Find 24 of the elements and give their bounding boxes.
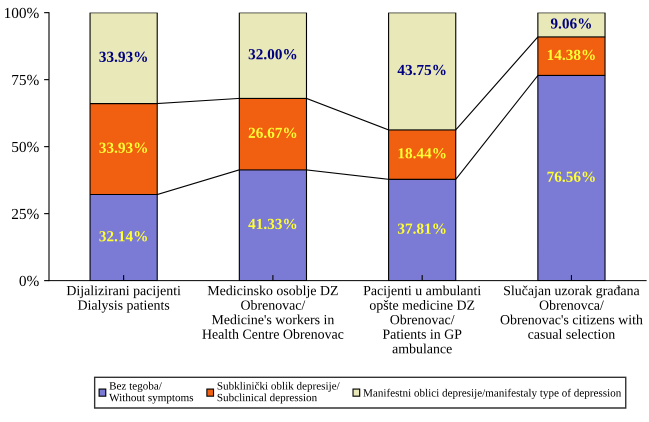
x-tick-label: Slučajan uzorak građana Obrenovca/ Obrenovac's citizens with casual selection xyxy=(500,285,643,339)
y-tick-label: 100% xyxy=(4,8,39,18)
data-label: 43.75% xyxy=(398,64,446,76)
x-tick-label: Dijalizirani pacijenti Dialysis patients xyxy=(66,285,181,313)
data-label: 14.38% xyxy=(548,50,595,60)
legend-label: Subklinički oblik depresije/ Subclinical depression xyxy=(218,382,340,404)
data-label: 18.44% xyxy=(398,148,446,158)
y-tick-label: 50% xyxy=(12,142,39,152)
data-label: 9.06% xyxy=(550,18,592,29)
y-tick-label: 25% xyxy=(12,208,39,220)
data-label: 33.93% xyxy=(99,142,148,153)
x-tick-label: Pacijenti u ambulanti opšte medicine DZ Obrenovac/ Patients in GP ambulance xyxy=(364,285,481,354)
legend-label: Manifestni oblici depresije/manifestaly type of depression xyxy=(363,388,622,399)
data-label: 41.33% xyxy=(248,218,296,230)
data-label: 32.00% xyxy=(248,49,296,60)
data-label: 37.81% xyxy=(398,223,446,234)
y-tick-label: 75% xyxy=(12,74,39,86)
x-tick-label: Medicinsko osoblje DZ Obrenovac/ Medicine's workers in Health Centre Obrenovac xyxy=(202,285,344,339)
data-label: 26.67% xyxy=(248,128,296,138)
data-label: 76.56% xyxy=(547,172,595,182)
data-label: 33.93% xyxy=(99,52,148,62)
y-tick-label: 0% xyxy=(19,276,39,286)
legend-label: Bez tegoba/ Without symptoms xyxy=(109,382,194,404)
data-label: 32.14% xyxy=(99,231,148,242)
